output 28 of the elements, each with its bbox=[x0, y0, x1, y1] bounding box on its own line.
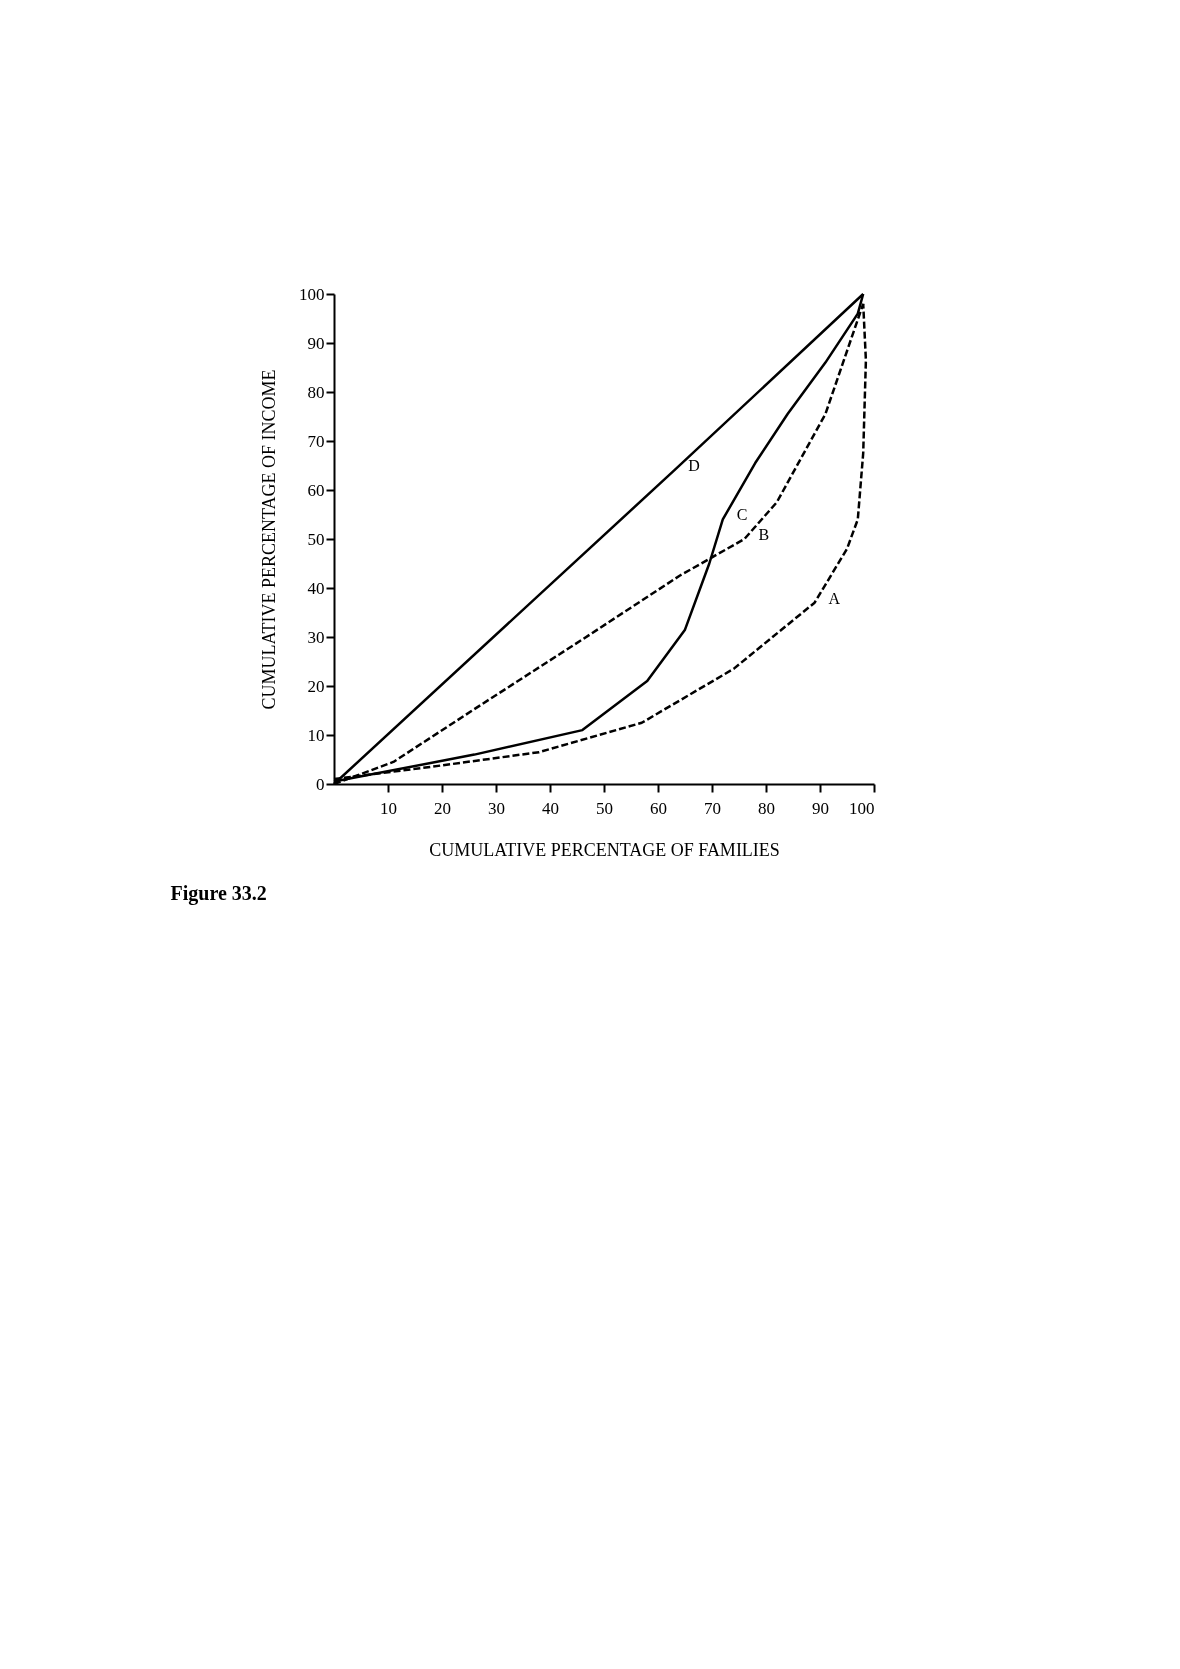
x-tick-label: 100 bbox=[849, 798, 875, 818]
y-tick-label: 10 bbox=[307, 725, 325, 745]
y-tick-label: 40 bbox=[307, 578, 325, 598]
series-label: A bbox=[828, 589, 841, 607]
series-label: C bbox=[736, 506, 748, 524]
text: Figure 33.2 bbox=[170, 882, 267, 905]
x-tick-label: 20 bbox=[434, 798, 451, 818]
y-tick-label: 20 bbox=[307, 676, 325, 696]
y-tick-label: 70 bbox=[307, 431, 325, 451]
x-tick-label: 60 bbox=[650, 798, 667, 818]
x-tick-label: 30 bbox=[488, 798, 505, 818]
y-tick-label: 30 bbox=[307, 627, 325, 647]
x-tick-label: 90 bbox=[812, 798, 829, 818]
y-tick-label: 90 bbox=[307, 333, 325, 353]
x-tick-label: 50 bbox=[596, 798, 613, 818]
series-label: D bbox=[688, 457, 700, 475]
series-label: B bbox=[758, 526, 770, 543]
x-tick-label: 70 bbox=[704, 798, 721, 818]
y-axis-title: CUMULATIVE PERCENTAGE OF INCOME bbox=[259, 369, 279, 710]
y-tick-label: 50 bbox=[307, 529, 325, 549]
x-axis-title: CUMULATIVE PERCENTAGE OF FAMILIES bbox=[429, 839, 780, 860]
y-tick-label: 100 bbox=[299, 284, 325, 304]
x-tick-label: 10 bbox=[380, 798, 397, 818]
x-tick-label: 40 bbox=[542, 798, 559, 818]
x-tick-label: 80 bbox=[758, 798, 775, 818]
y-tick-label: 0 bbox=[316, 774, 325, 794]
y-tick-label: 60 bbox=[307, 480, 325, 500]
y-tick-label: 80 bbox=[307, 382, 325, 402]
